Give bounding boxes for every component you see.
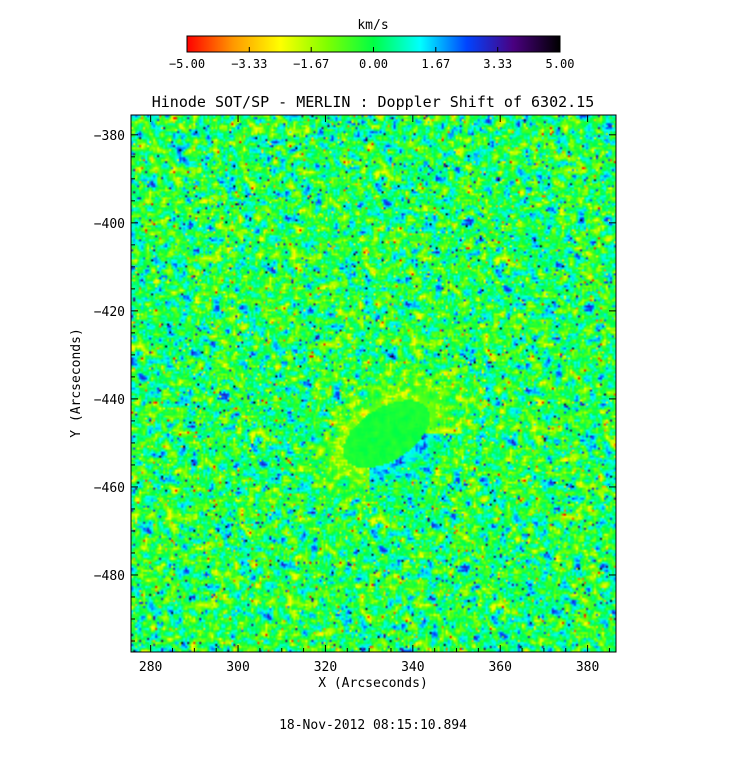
doppler-map bbox=[131, 115, 616, 652]
y-tick-label: −400 bbox=[94, 217, 125, 232]
y-tick-label: −420 bbox=[94, 305, 125, 320]
y-tick-label: −380 bbox=[94, 129, 125, 144]
colorbar-tick-label: −3.33 bbox=[231, 57, 267, 71]
colorbar-label: km/s bbox=[357, 18, 388, 33]
doppler-map-image bbox=[131, 115, 616, 652]
colorbar-ticks: −5.00 −3.33 −1.67 0.00 1.67 3.33 5.00 bbox=[169, 47, 575, 71]
x-tick-label: 300 bbox=[226, 660, 249, 675]
colorbar-tick-label: −1.67 bbox=[293, 57, 329, 71]
colorbar-tick-label: 5.00 bbox=[546, 57, 575, 71]
y-axis-label: Y (Arcseconds) bbox=[69, 328, 84, 438]
colorbar-tick-label: −5.00 bbox=[169, 57, 205, 71]
colorbar-tick-label: 0.00 bbox=[359, 57, 388, 71]
x-axis-label: X (Arcseconds) bbox=[318, 676, 428, 691]
x-tick-label: 280 bbox=[139, 660, 162, 675]
colorbar-tick-label: 1.67 bbox=[421, 57, 450, 71]
x-tick-label: 360 bbox=[488, 660, 511, 675]
plot-frame bbox=[130, 114, 617, 653]
chart-title: Hinode SOT/SP - MERLIN : Doppler Shift o… bbox=[152, 93, 595, 111]
y-tick-label: −440 bbox=[94, 393, 125, 408]
x-tick-label: 340 bbox=[401, 660, 424, 675]
timestamp: 18-Nov-2012 08:15:10.894 bbox=[279, 718, 467, 733]
x-axis: 280 300 320 340 360 380 bbox=[139, 115, 610, 675]
y-tick-label: −480 bbox=[94, 569, 125, 584]
colorbar-tick-label: 3.33 bbox=[483, 57, 512, 71]
y-tick-label: −460 bbox=[94, 481, 125, 496]
y-axis: −380 −400 −420 −440 −460 −480 bbox=[94, 129, 616, 642]
x-tick-label: 380 bbox=[576, 660, 599, 675]
x-tick-label: 320 bbox=[314, 660, 337, 675]
